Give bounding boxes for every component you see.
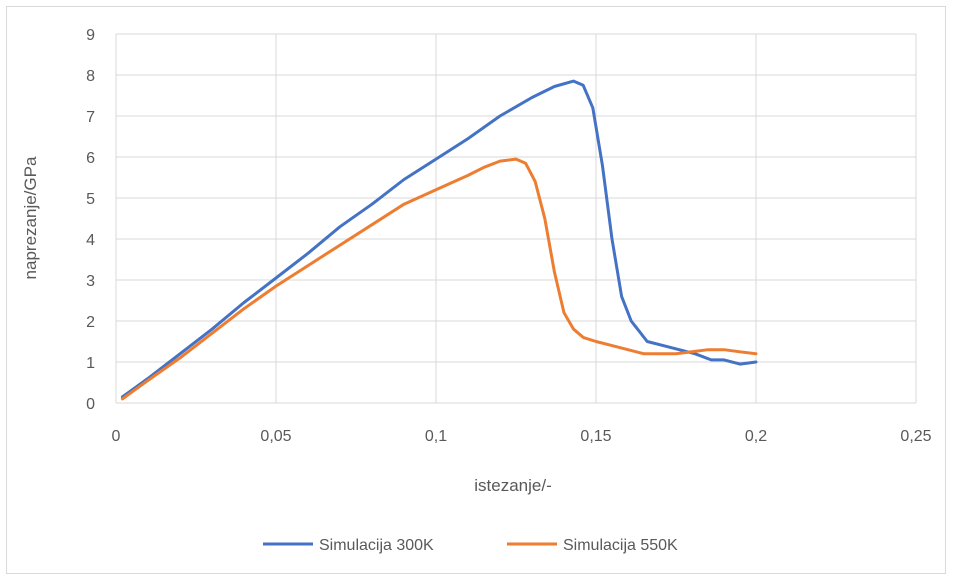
chart-frame (6, 6, 946, 574)
x-tick-label: 0,25 (900, 428, 931, 445)
y-tick-label: 5 (86, 191, 95, 208)
y-axis-title: naprezanje/GPa (21, 156, 40, 279)
y-tick-label: 0 (86, 396, 95, 413)
series-line-2 (120, 157, 758, 401)
y-tick-label: 6 (86, 150, 95, 167)
legend: Simulacija 300K Simulacija 550K (263, 537, 678, 554)
x-tick-label: 0,1 (425, 428, 447, 445)
y-tick-label: 7 (86, 109, 95, 126)
x-axis-title: istezanje/- (474, 476, 551, 495)
y-tick-labels: 0 1 2 3 4 5 6 7 8 9 (86, 27, 95, 413)
x-tick-label: 0,05 (260, 428, 291, 445)
legend-label-1: Simulacija 300K (319, 537, 434, 554)
x-tick-label: 0 (112, 428, 121, 445)
y-tick-label: 2 (86, 314, 95, 331)
grid-lines (115, 33, 917, 404)
y-tick-label: 9 (86, 27, 95, 44)
y-tick-label: 1 (86, 355, 95, 372)
legend-label-2: Simulacija 550K (563, 537, 678, 554)
x-tick-label: 0,15 (580, 428, 611, 445)
series-group (120, 79, 758, 401)
y-tick-label: 8 (86, 68, 95, 85)
y-tick-label: 3 (86, 273, 95, 290)
series-line-1 (120, 79, 758, 399)
y-tick-label: 4 (86, 232, 95, 249)
x-tick-labels: 0 0,05 0,1 0,15 0,2 0,25 (112, 428, 932, 445)
x-tick-label: 0,2 (745, 428, 767, 445)
